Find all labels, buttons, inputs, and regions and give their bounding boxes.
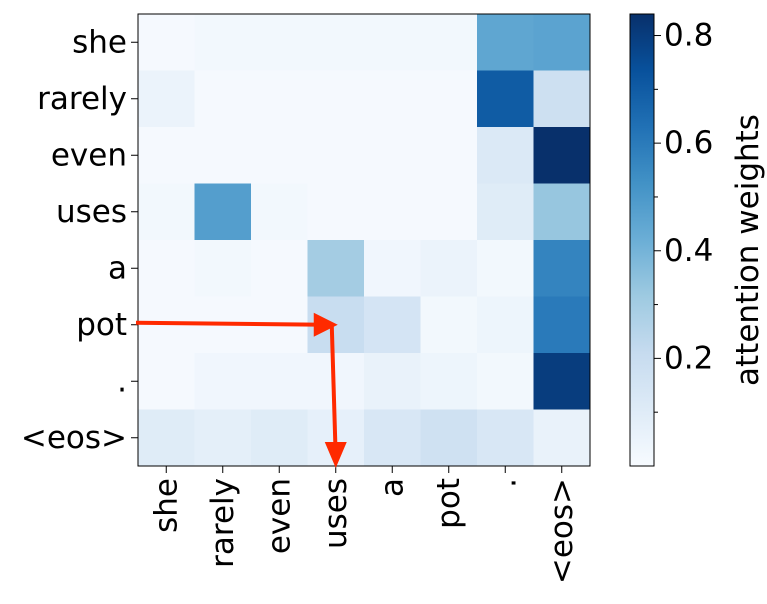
heatmap-cell bbox=[307, 70, 365, 128]
heatmap-cell bbox=[477, 183, 534, 241]
colorbar: 0.2 0.4 0.6 0.8 attention weights bbox=[629, 13, 766, 467]
heatmap-cell bbox=[194, 240, 252, 297]
heatmap-cell bbox=[307, 183, 365, 241]
heatmap-cell bbox=[420, 183, 478, 241]
x-tick-label: pot bbox=[431, 478, 467, 529]
colorbar-gradient bbox=[629, 13, 655, 467]
heatmap-cell bbox=[533, 14, 591, 71]
heatmap-cell bbox=[251, 127, 308, 184]
heatmap-cell bbox=[251, 409, 308, 467]
y-tick-label: rarely bbox=[37, 81, 127, 117]
heatmap-cell bbox=[138, 409, 195, 467]
heatmap-cell bbox=[533, 127, 591, 184]
heatmap-frame bbox=[137, 13, 591, 467]
heatmap-cell bbox=[420, 296, 478, 354]
heatmap-cell bbox=[420, 409, 478, 467]
heatmap-cell bbox=[477, 296, 534, 354]
heatmap-cell bbox=[533, 240, 591, 297]
heatmap-cell bbox=[477, 409, 534, 467]
heatmap-cell bbox=[477, 353, 534, 410]
arrow-horizontal-segment bbox=[135, 320, 326, 327]
colorbar-ticks: 0.2 0.4 0.6 0.8 bbox=[654, 18, 713, 413]
heatmap-cell bbox=[533, 409, 591, 467]
heatmap-cell bbox=[194, 70, 252, 128]
y-tick-label: . bbox=[117, 363, 127, 399]
x-axis-ticks: she rarely even uses a pot. <eos> bbox=[148, 466, 580, 584]
heatmap-cell bbox=[138, 240, 195, 297]
heatmap-cell bbox=[364, 183, 421, 241]
y-tick-label: even bbox=[51, 137, 127, 173]
heatmap-cell bbox=[477, 127, 534, 184]
heatmap-cell bbox=[533, 183, 591, 241]
y-tick-label: pot bbox=[76, 307, 127, 343]
x-tick-label: rarely bbox=[205, 478, 241, 568]
x-tick-label: . bbox=[487, 478, 523, 488]
heatmap-cell bbox=[307, 127, 365, 184]
heatmap-cell bbox=[420, 70, 478, 128]
heatmap-cell bbox=[477, 70, 534, 128]
heatmap-cell bbox=[251, 14, 308, 71]
heatmap-cell bbox=[194, 409, 252, 467]
heatmap-cell bbox=[364, 70, 421, 128]
heatmap-cell bbox=[194, 127, 252, 184]
heatmap-cell bbox=[364, 127, 421, 184]
heatmap-cell bbox=[251, 240, 308, 297]
heatmap-cell bbox=[477, 240, 534, 297]
heatmap-cell bbox=[251, 353, 308, 410]
y-tick-label: uses bbox=[56, 194, 127, 230]
heatmap-cell bbox=[533, 353, 591, 410]
heatmap-cell bbox=[364, 409, 421, 467]
annotation-arrow bbox=[135, 312, 347, 468]
y-axis-ticks: she rarely even uses a pot. <eos> bbox=[21, 24, 138, 456]
colorbar-tick-label: 0.8 bbox=[664, 18, 713, 54]
heatmap-cell bbox=[533, 70, 591, 128]
heatmap-cell bbox=[138, 70, 195, 128]
heatmap-cell bbox=[138, 183, 195, 241]
heatmap-cell bbox=[420, 240, 478, 297]
x-tick-label: even bbox=[261, 478, 297, 554]
heatmap-cell bbox=[420, 353, 478, 410]
colorbar-tick-label: 0.2 bbox=[664, 340, 713, 376]
heatmap-cell bbox=[138, 127, 195, 184]
heatmap-cell bbox=[251, 70, 308, 128]
y-tick-label: a bbox=[108, 250, 127, 286]
heatmap-cell bbox=[194, 14, 252, 71]
heatmap-cell bbox=[138, 353, 195, 410]
heatmap-cell bbox=[364, 296, 421, 354]
y-tick-label: <eos> bbox=[21, 420, 127, 456]
heatmap-cell bbox=[420, 127, 478, 184]
colorbar-tick-label: 0.6 bbox=[664, 125, 713, 161]
heatmap-cell bbox=[420, 14, 478, 71]
heatmap-cell bbox=[138, 14, 195, 71]
x-tick-label: a bbox=[374, 478, 410, 497]
heatmap-cell bbox=[533, 296, 591, 354]
heatmap-cell bbox=[307, 14, 365, 71]
x-tick-label: she bbox=[148, 478, 184, 533]
heatmap-cell bbox=[364, 353, 421, 410]
arrow-head-right bbox=[313, 312, 338, 337]
arrow-vertical-segment bbox=[329, 324, 338, 459]
heatmap-cell bbox=[364, 240, 421, 297]
heatmap-cells bbox=[138, 14, 591, 467]
heatmap-cell bbox=[251, 183, 308, 241]
x-tick-label: <eos> bbox=[544, 478, 580, 584]
colorbar-label: attention weights bbox=[730, 114, 766, 386]
colorbar-tick-label: 0.4 bbox=[664, 233, 713, 269]
y-tick-label: she bbox=[72, 24, 127, 60]
heatmap-cell bbox=[307, 240, 365, 297]
heatmap-cell bbox=[194, 353, 252, 410]
heatmap-cell bbox=[364, 14, 421, 71]
x-tick-label: uses bbox=[318, 478, 354, 549]
heatmap-cell bbox=[477, 14, 534, 71]
arrow-head-down bbox=[324, 442, 347, 468]
heatmap-cell bbox=[194, 183, 252, 241]
